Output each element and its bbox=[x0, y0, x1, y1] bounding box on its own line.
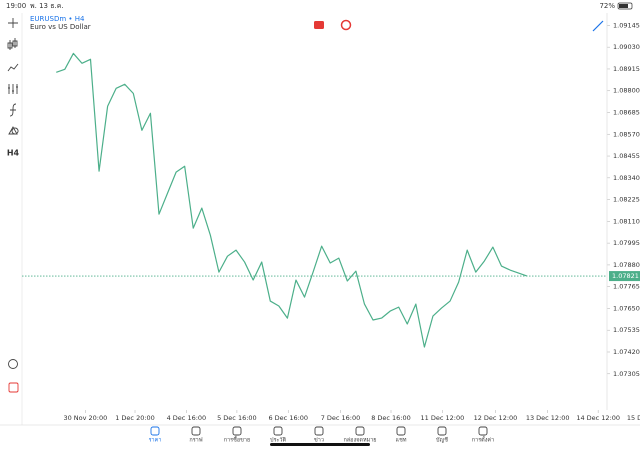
nav-icon[interactable] bbox=[314, 426, 324, 436]
objects-tool[interactable] bbox=[8, 126, 19, 135]
x-tick-label: 12 Dec 12:00 bbox=[474, 414, 518, 422]
search-tool[interactable] bbox=[8, 359, 18, 369]
y-tick-label: 1.08570 bbox=[613, 130, 640, 138]
status-date: พ. 13 ธ.ค. bbox=[30, 2, 64, 10]
y-tick-label: 1.09030 bbox=[613, 43, 640, 51]
nav-label[interactable]: การตั้งค่า bbox=[472, 436, 494, 444]
x-tick-label: 13 Dec 12:00 bbox=[526, 414, 570, 422]
x-tick-label: 4 Dec 16:00 bbox=[167, 414, 207, 422]
settings-tool[interactable] bbox=[8, 84, 18, 94]
plot: 1.09145 1.09030 1.08915 1.08800 1.08685 1.085… bbox=[22, 13, 640, 422]
x-tick-label: 15 Dec 12:00 bbox=[627, 414, 640, 422]
description: Euro vs US Dollar bbox=[30, 23, 91, 31]
x-tick-label: 11 Dec 12:00 bbox=[421, 414, 465, 422]
y-tick-label: 1.08340 bbox=[613, 174, 640, 182]
y-tick-label: 1.07535 bbox=[613, 326, 640, 334]
y-tick-label: 1.08915 bbox=[613, 65, 640, 73]
status-time: 19:00 bbox=[6, 2, 26, 10]
y-tick-label: 1.07880 bbox=[613, 261, 640, 269]
y-tick-label: 1.07995 bbox=[613, 239, 640, 247]
x-tick-label: 14 Dec 12:00 bbox=[576, 414, 620, 422]
draw-button[interactable] bbox=[592, 20, 604, 32]
crosshair-tool[interactable] bbox=[8, 18, 18, 28]
battery-icon bbox=[617, 2, 633, 10]
home-indicator bbox=[270, 443, 370, 446]
timeframe-button[interactable]: H4 bbox=[7, 149, 20, 158]
y-tick-label: 1.07305 bbox=[613, 370, 640, 378]
nav-label[interactable]: แชท bbox=[396, 437, 407, 444]
x-tick-label: 5 Dec 16:00 bbox=[217, 414, 257, 422]
y-tick-label: 1.08685 bbox=[613, 109, 640, 117]
y-tick-label: 1.08110 bbox=[613, 217, 640, 225]
x-tick-label: 7 Dec 16:00 bbox=[321, 414, 361, 422]
current-price-box bbox=[609, 271, 640, 282]
nav-label[interactable]: ประวัติ bbox=[270, 437, 286, 444]
nav-icon[interactable] bbox=[273, 426, 283, 436]
nav-label[interactable]: บัญชี bbox=[436, 437, 448, 444]
oneclick-button[interactable] bbox=[340, 19, 352, 31]
function-tool[interactable] bbox=[9, 103, 17, 117]
y-tick-label: 1.09145 bbox=[613, 21, 640, 29]
indicator-tool[interactable] bbox=[7, 63, 19, 72]
nav-label[interactable]: ราคา bbox=[149, 438, 162, 444]
nav-icon[interactable] bbox=[437, 426, 447, 436]
nav-icon[interactable] bbox=[232, 426, 242, 436]
x-tick-label: 8 Dec 16:00 bbox=[371, 414, 411, 422]
x-tick-label: 30 Nov 20:00 bbox=[63, 414, 107, 422]
broker-icon[interactable] bbox=[8, 382, 19, 393]
nav-label[interactable]: กราฟ bbox=[189, 437, 202, 444]
nav-icon[interactable] bbox=[191, 426, 201, 436]
y-tick-label: 1.08225 bbox=[613, 196, 640, 204]
x-tick-label: 1 Dec 20:00 bbox=[115, 414, 155, 422]
price-line bbox=[56, 52, 528, 348]
nav-icon[interactable] bbox=[478, 426, 488, 436]
y-tick-label: 1.07765 bbox=[613, 283, 640, 291]
nav-icon[interactable] bbox=[355, 426, 365, 436]
y-tick-label: 1.08455 bbox=[613, 152, 640, 160]
current-price-label: 1.07821 bbox=[612, 272, 639, 280]
chart-type-tool[interactable] bbox=[7, 38, 18, 50]
nav-label[interactable]: ข่าว bbox=[314, 438, 324, 444]
nav-label[interactable]: กล่องจดหมาย bbox=[343, 438, 376, 444]
y-tick-label: 1.07650 bbox=[613, 304, 640, 312]
x-tick-label: 6 Dec 16:00 bbox=[268, 414, 308, 422]
status-battery: 72% bbox=[599, 2, 615, 10]
trade-button[interactable] bbox=[314, 21, 324, 29]
symbol: EURUSDm • H4 bbox=[30, 15, 85, 23]
nav-icon[interactable] bbox=[150, 426, 160, 436]
nav-icon[interactable] bbox=[396, 426, 406, 436]
y-tick-label: 1.07420 bbox=[613, 348, 640, 356]
y-tick-label: 1.08800 bbox=[613, 87, 640, 95]
battery-level bbox=[619, 4, 628, 8]
nav-label[interactable]: การซื้อขาย bbox=[224, 436, 250, 444]
